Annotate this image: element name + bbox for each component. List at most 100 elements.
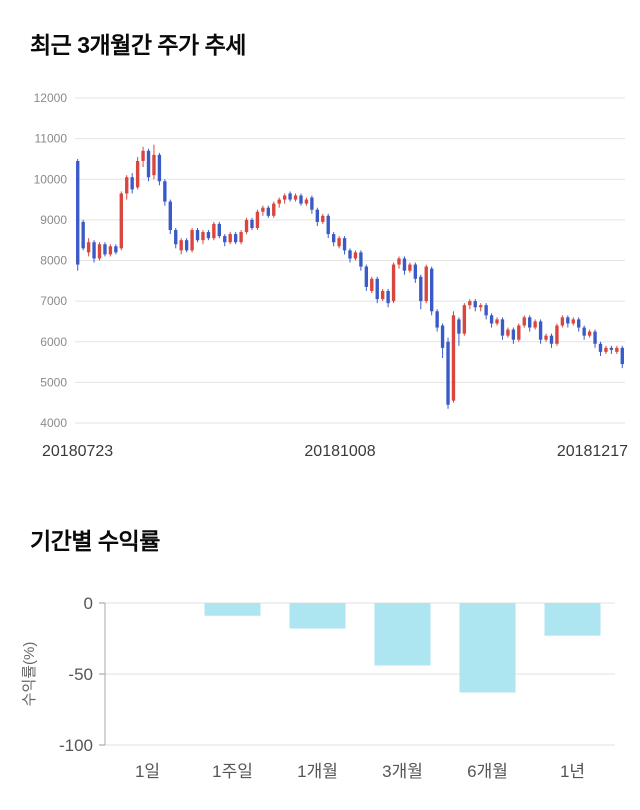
candle-body <box>370 278 374 291</box>
candle-down <box>217 221 221 239</box>
candle-body <box>598 343 603 352</box>
candle-body <box>593 331 597 344</box>
candle-body <box>76 160 80 265</box>
candle-body <box>108 246 113 255</box>
candle-down <box>489 313 494 328</box>
candle-up <box>228 232 232 245</box>
y-axis-tick-label: 5000 <box>40 375 67 389</box>
candle-body <box>152 154 156 176</box>
candle-body <box>163 181 167 202</box>
y-axis-tick-label: 11000 <box>35 132 68 146</box>
candle-body <box>81 221 85 249</box>
candle-down <box>174 228 178 249</box>
y-axis-title: 수익률(%) <box>21 642 38 707</box>
candle-body <box>609 347 614 350</box>
candle-up <box>321 213 325 224</box>
y-axis-tick-label: -100 <box>59 736 93 755</box>
candle-body <box>304 199 309 204</box>
candle-up <box>244 217 249 235</box>
candle-body <box>533 321 537 328</box>
candle-up <box>353 250 358 261</box>
candle-body <box>261 207 265 212</box>
y-axis-tick-label: 4000 <box>40 416 67 430</box>
candle-down <box>577 317 581 332</box>
candle-body <box>615 347 619 352</box>
candle-body <box>272 203 276 216</box>
y-axis-tick-label: 7000 <box>40 294 67 308</box>
x-category-label: 6개월 <box>467 762 508 781</box>
candle-up <box>495 317 499 326</box>
candle-body <box>424 266 428 302</box>
candle-up <box>272 201 276 218</box>
candle-down <box>473 299 477 312</box>
candle-down <box>500 317 505 340</box>
candle-body <box>566 317 570 324</box>
candle-down <box>157 152 162 186</box>
candle-body <box>375 278 379 300</box>
x-category-label: 3개월 <box>382 762 423 781</box>
candle-down <box>233 232 238 245</box>
candle-down <box>76 158 80 271</box>
candle-down <box>538 319 543 344</box>
candle-body <box>386 290 390 304</box>
candle-down <box>566 315 570 328</box>
candle-body <box>114 246 118 253</box>
candle-body <box>337 238 341 247</box>
candle-body <box>310 197 314 210</box>
candle-up <box>282 193 287 204</box>
candle-body <box>223 236 227 243</box>
candle-body <box>141 150 145 161</box>
candle-down <box>598 341 603 356</box>
candle-down <box>310 195 314 214</box>
candle-down <box>364 264 369 291</box>
y-axis-tick-label: 9000 <box>40 213 67 227</box>
candle-up <box>468 299 472 310</box>
candle-body <box>560 317 565 326</box>
candle-body <box>451 315 456 401</box>
candle-up <box>108 244 113 257</box>
candle-body <box>174 230 178 245</box>
candle-down <box>288 191 292 202</box>
candle-body <box>517 325 521 340</box>
candle-body <box>582 327 586 336</box>
candle-up <box>522 315 526 328</box>
candle-down <box>81 219 85 251</box>
candle-body <box>413 264 418 279</box>
candle-up <box>125 175 129 200</box>
x-category-label: 1년 <box>560 762 585 781</box>
candle-body <box>201 232 205 241</box>
candle-body <box>146 150 151 178</box>
candle-up <box>277 197 281 208</box>
candle-up <box>615 345 619 354</box>
candle-down <box>184 238 189 253</box>
candle-body <box>244 219 249 233</box>
candle-up <box>304 197 309 206</box>
candle-body <box>522 317 526 326</box>
candle-down <box>326 213 330 239</box>
candle-body <box>473 301 477 308</box>
candle-body <box>97 244 102 259</box>
candle-up <box>479 303 483 312</box>
candle-body <box>299 195 303 204</box>
candle-body <box>549 335 554 344</box>
candle-body <box>555 325 559 344</box>
candle-down <box>299 193 303 206</box>
candle-down <box>386 288 390 308</box>
x-category-label: 1개월 <box>297 762 338 781</box>
returns-title: 기간별 수익률 <box>30 528 160 554</box>
candle-body <box>130 177 134 190</box>
candle-down <box>609 345 614 354</box>
candle-down <box>402 256 407 275</box>
candle-down <box>435 309 439 332</box>
x-category-label: 1주일 <box>212 762 253 781</box>
candle-up <box>560 315 565 328</box>
candle-down <box>250 217 254 231</box>
candle-up <box>97 242 102 261</box>
candle-up <box>533 319 537 330</box>
candle-up <box>462 303 467 336</box>
candle-body <box>457 319 461 334</box>
candle-down <box>440 323 445 358</box>
candle-up <box>571 317 575 326</box>
candle-body <box>348 250 352 259</box>
candle-body <box>479 305 483 308</box>
